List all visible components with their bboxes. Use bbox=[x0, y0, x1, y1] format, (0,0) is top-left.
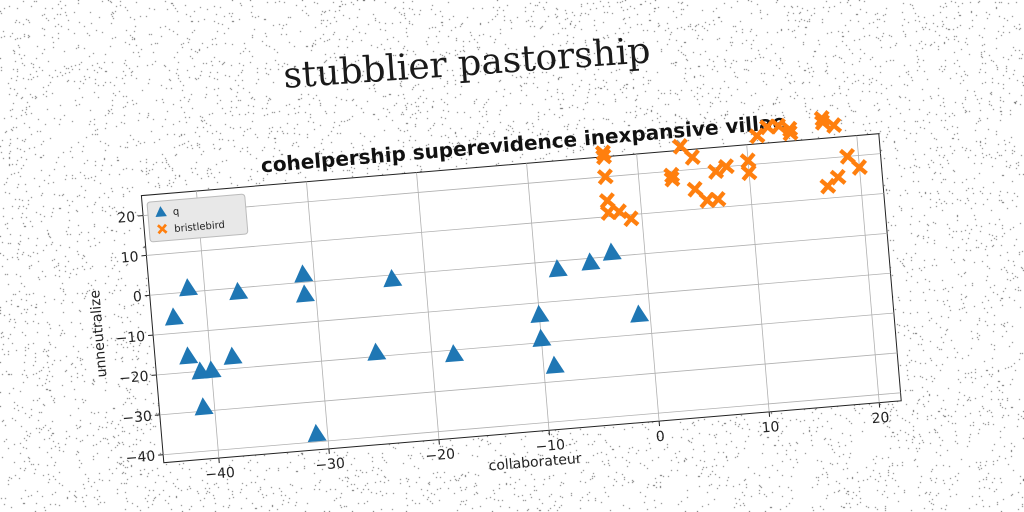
data-series bbox=[164, 110, 868, 443]
x-axis-label: collaborateur bbox=[488, 451, 582, 475]
triangle-point-6 bbox=[179, 346, 199, 365]
x-point-29 bbox=[851, 159, 868, 176]
x-point-2 bbox=[596, 168, 614, 186]
grid-line-x bbox=[526, 163, 550, 431]
grid-line-y bbox=[146, 193, 884, 256]
x-tick-label: −20 bbox=[425, 446, 456, 464]
grid-line-y bbox=[143, 153, 881, 216]
axis-ticks: −40 −30 −20 −10 0 10 20 −40 −30 −20 −10 0 10 20 bbox=[115, 209, 890, 483]
x-point-27 bbox=[829, 168, 847, 186]
triangle-point-3 bbox=[294, 264, 314, 283]
x-tick-label: −10 bbox=[535, 437, 566, 455]
triangle-point-11 bbox=[307, 423, 327, 443]
grid-line-y bbox=[153, 272, 891, 336]
grid-line-x bbox=[856, 135, 880, 403]
triangle-point-18 bbox=[581, 252, 601, 271]
x-point-28 bbox=[839, 148, 856, 165]
x-point-5 bbox=[610, 203, 628, 221]
x-point-22 bbox=[781, 124, 799, 142]
legend-label-bristlebird: bristlebird bbox=[174, 220, 225, 235]
x-point-0 bbox=[594, 144, 612, 162]
grid-line-x bbox=[306, 181, 330, 449]
x-point-6 bbox=[622, 210, 640, 228]
x-tick-label: 10 bbox=[761, 419, 780, 436]
legend-marker-bristlebird bbox=[157, 223, 168, 235]
triangle-point-20 bbox=[630, 304, 650, 323]
triangle-point-8 bbox=[202, 360, 222, 379]
x-tick-label: 0 bbox=[655, 429, 665, 446]
x-point-7 bbox=[663, 166, 681, 184]
triangle-point-4 bbox=[296, 284, 315, 303]
y-axis-label: unneutralize bbox=[87, 289, 110, 378]
grid-line-x bbox=[416, 172, 440, 440]
triangle-point-5 bbox=[383, 268, 403, 288]
y-tick-label: −10 bbox=[115, 329, 146, 347]
x-point-23 bbox=[813, 110, 831, 127]
x-point-13 bbox=[709, 191, 727, 208]
legend: q bristlebird bbox=[146, 193, 249, 243]
triangle-point-9 bbox=[223, 346, 243, 365]
x-point-1 bbox=[595, 148, 613, 166]
y-tick-label: 20 bbox=[117, 209, 136, 226]
grid-lines bbox=[143, 135, 901, 459]
triangle-point-10 bbox=[194, 397, 214, 416]
y-tick-label: 10 bbox=[120, 249, 139, 266]
grid-line-y bbox=[163, 392, 901, 456]
x-point-10 bbox=[683, 149, 701, 166]
legend-box bbox=[146, 193, 249, 243]
legend-label-q: q bbox=[172, 207, 179, 218]
triangle-point-12 bbox=[367, 342, 387, 361]
x-point-9 bbox=[671, 137, 689, 155]
legend-marker-q bbox=[155, 206, 167, 218]
x-tick-label: 20 bbox=[871, 410, 890, 427]
plot-area bbox=[140, 133, 902, 464]
triangle-point-16 bbox=[545, 355, 565, 374]
triangle-point-0 bbox=[164, 307, 184, 326]
x-point-16 bbox=[739, 152, 757, 170]
grid-line-x bbox=[746, 144, 770, 412]
triangle-point-14 bbox=[530, 304, 550, 324]
x-point-25 bbox=[825, 117, 843, 134]
x-point-24 bbox=[814, 114, 831, 131]
y-tick-label: −30 bbox=[122, 409, 153, 427]
x-point-21 bbox=[781, 120, 799, 138]
x-point-17 bbox=[740, 164, 758, 182]
x-point-15 bbox=[717, 158, 735, 175]
x-tick-label: −30 bbox=[315, 456, 346, 474]
x-point-14 bbox=[707, 163, 725, 180]
triangle-point-17 bbox=[548, 259, 568, 278]
chart-rotated-group: cohelpership superevidence inexpansive v… bbox=[87, 109, 902, 483]
x-point-8 bbox=[663, 170, 681, 188]
x-point-11 bbox=[686, 180, 704, 198]
y-tick-label: −40 bbox=[125, 448, 156, 466]
x-point-3 bbox=[598, 192, 616, 210]
triangle-point-1 bbox=[179, 278, 199, 297]
triangle-point-2 bbox=[229, 281, 249, 301]
triangle-point-13 bbox=[445, 344, 465, 363]
triangle-point-19 bbox=[602, 242, 622, 261]
grid-line-y bbox=[149, 232, 888, 296]
grid-line-y bbox=[159, 352, 898, 416]
x-point-20 bbox=[770, 117, 787, 135]
x-tick-label: −40 bbox=[205, 465, 236, 483]
y-tick-label: 0 bbox=[132, 289, 142, 306]
triangle-point-15 bbox=[532, 328, 552, 347]
grid-line-y bbox=[156, 312, 894, 376]
y-tick-label: −20 bbox=[118, 369, 149, 387]
grid-line-x bbox=[636, 154, 660, 422]
